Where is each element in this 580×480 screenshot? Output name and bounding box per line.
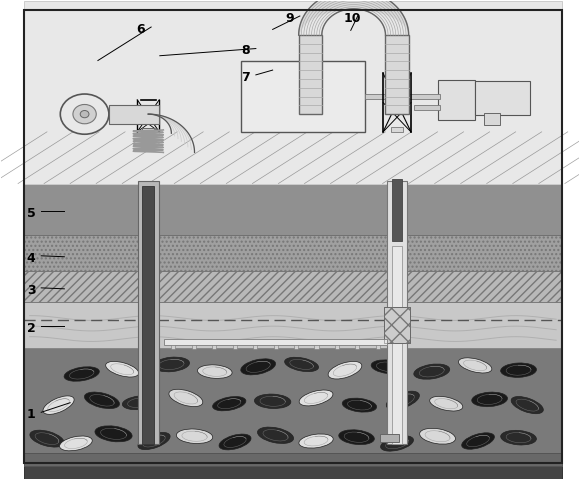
Bar	[171, 345, 175, 348]
Bar	[475, 81, 530, 115]
Text: 1: 1	[27, 408, 35, 421]
Ellipse shape	[85, 392, 119, 408]
Bar	[24, 0, 562, 183]
Ellipse shape	[30, 430, 64, 447]
Bar	[24, 183, 562, 235]
Bar	[385, 307, 410, 343]
Bar	[393, 246, 402, 444]
Ellipse shape	[285, 357, 318, 372]
Text: 4: 4	[27, 252, 35, 264]
Ellipse shape	[43, 396, 74, 414]
Bar	[335, 345, 339, 348]
Bar	[143, 128, 154, 132]
Bar	[484, 113, 500, 125]
Ellipse shape	[255, 394, 291, 408]
Bar	[365, 94, 440, 99]
Bar	[143, 186, 154, 444]
Ellipse shape	[386, 391, 419, 409]
Ellipse shape	[371, 360, 405, 374]
Bar	[24, 348, 562, 453]
Bar	[356, 345, 360, 348]
Ellipse shape	[213, 396, 246, 411]
Bar	[386, 35, 409, 114]
Ellipse shape	[219, 434, 251, 450]
Ellipse shape	[419, 428, 455, 444]
Circle shape	[60, 94, 109, 134]
Ellipse shape	[176, 429, 213, 444]
Ellipse shape	[472, 392, 508, 407]
Ellipse shape	[64, 367, 99, 381]
Ellipse shape	[501, 431, 536, 445]
Text: 6: 6	[137, 23, 146, 36]
Text: 7: 7	[241, 71, 250, 84]
Ellipse shape	[169, 389, 203, 407]
Bar	[299, 35, 322, 114]
Ellipse shape	[299, 434, 333, 448]
Ellipse shape	[106, 361, 139, 377]
Ellipse shape	[153, 357, 190, 372]
Bar	[165, 339, 387, 345]
Bar	[380, 434, 399, 442]
Text: 2: 2	[27, 322, 35, 335]
Bar	[241, 61, 365, 132]
Bar	[233, 345, 237, 348]
Bar	[24, 235, 562, 271]
Circle shape	[80, 110, 89, 118]
Bar	[24, 271, 562, 302]
Text: 10: 10	[343, 12, 361, 25]
Bar	[212, 345, 216, 348]
Ellipse shape	[197, 365, 232, 378]
Bar	[437, 80, 475, 120]
Ellipse shape	[430, 396, 463, 411]
Bar	[294, 345, 298, 348]
Bar	[274, 345, 278, 348]
Ellipse shape	[511, 396, 543, 414]
Bar	[387, 181, 408, 444]
Text: 3: 3	[27, 284, 35, 297]
Bar	[191, 345, 195, 348]
Bar	[253, 345, 257, 348]
Bar	[24, 271, 562, 302]
Ellipse shape	[241, 359, 276, 375]
Bar	[385, 307, 410, 343]
Ellipse shape	[95, 426, 132, 442]
Ellipse shape	[60, 436, 92, 451]
Bar	[393, 179, 402, 241]
Ellipse shape	[258, 427, 293, 444]
Ellipse shape	[122, 396, 157, 409]
Bar	[314, 345, 318, 348]
Ellipse shape	[414, 364, 450, 379]
Bar	[109, 105, 159, 124]
Bar	[392, 127, 403, 132]
Bar	[24, 235, 562, 271]
Bar	[24, 302, 562, 348]
Bar	[24, 453, 562, 466]
Ellipse shape	[462, 433, 494, 449]
Text: 5: 5	[27, 207, 35, 220]
Ellipse shape	[339, 430, 374, 444]
Bar	[138, 181, 159, 444]
Bar	[414, 105, 440, 110]
Text: 9: 9	[285, 12, 294, 25]
Ellipse shape	[458, 358, 492, 373]
Ellipse shape	[380, 436, 414, 451]
Circle shape	[73, 105, 96, 124]
Text: 8: 8	[241, 45, 250, 58]
Ellipse shape	[138, 432, 170, 450]
Bar	[376, 345, 380, 348]
Ellipse shape	[501, 363, 536, 377]
Bar	[24, 466, 562, 480]
Ellipse shape	[342, 398, 376, 412]
Ellipse shape	[328, 361, 362, 379]
Ellipse shape	[299, 390, 333, 406]
